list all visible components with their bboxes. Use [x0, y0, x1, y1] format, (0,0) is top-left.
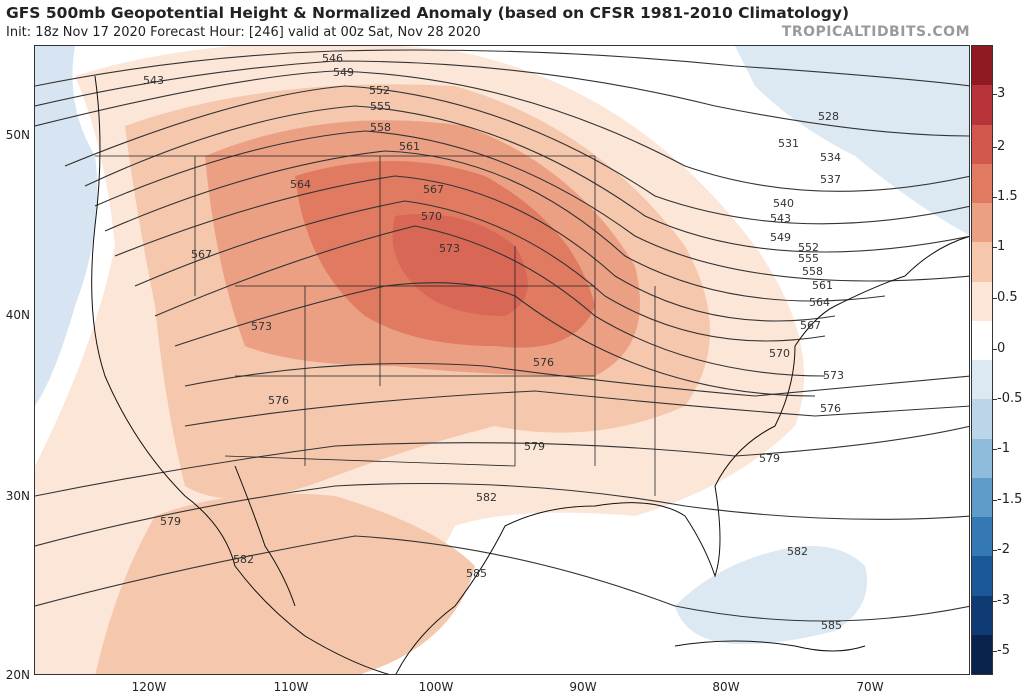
lat-label-20n: 20N: [5, 668, 30, 682]
colorbar-label: -1: [997, 441, 1010, 456]
colorbar-segment: [972, 517, 992, 557]
anomaly-negative-caribbean: [675, 546, 867, 645]
colorbar-label: 3: [997, 86, 1006, 101]
colorbar-segment: [972, 85, 992, 125]
colorbar: [971, 45, 993, 675]
lat-label-40n: 40N: [5, 308, 30, 322]
lon-label-100w: 100W: [418, 680, 454, 694]
colorbar-label: 0: [997, 341, 1006, 356]
colorbar-segment: [972, 360, 992, 400]
colorbar-segment: [972, 46, 992, 86]
anomaly-map: [35, 46, 969, 674]
colorbar-segment: [972, 595, 992, 635]
colorbar-label: -2: [997, 542, 1010, 557]
colorbar-label: -5: [997, 643, 1010, 658]
credit-watermark: TROPICALTIDBITS.COM: [781, 24, 970, 40]
lat-label-50n: 50N: [5, 128, 30, 142]
map-panel: [34, 45, 970, 675]
anomaly-negative-northeast: [735, 46, 969, 235]
colorbar-segment: [972, 438, 992, 478]
lat-label-30n: 30N: [5, 489, 30, 503]
colorbar-segment: [972, 634, 992, 674]
anomaly-negative-west: [35, 46, 98, 406]
colorbar-label: 1: [997, 239, 1006, 254]
map-title: GFS 500mb Geopotential Height & Normaliz…: [6, 4, 850, 22]
colorbar-label: -0.5: [997, 391, 1023, 406]
coastlines: [91, 75, 969, 674]
colorbar-segment: [972, 124, 992, 164]
lon-label-110w: 110W: [273, 680, 309, 694]
colorbar-label: 1.5: [997, 189, 1018, 204]
colorbar-segment: [972, 477, 992, 517]
lon-label-70w: 70W: [856, 680, 884, 694]
colorbar-label: 0.5: [997, 290, 1018, 305]
colorbar-label: 2: [997, 139, 1006, 154]
lon-label-90w: 90W: [569, 680, 597, 694]
colorbar-label: -3: [997, 593, 1010, 608]
colorbar-segment: [972, 163, 992, 203]
colorbar-segment: [972, 242, 992, 282]
lon-label-120w: 120W: [131, 680, 167, 694]
colorbar-segment: [972, 203, 992, 243]
colorbar-segment: [972, 281, 992, 321]
map-subtitle: Init: 18z Nov 17 2020 Forecast Hour: [24…: [6, 25, 481, 40]
anomaly-25: [392, 214, 528, 316]
colorbar-segment: [972, 320, 992, 360]
state-borders: [95, 155, 656, 496]
colorbar-segment: [972, 399, 992, 439]
lon-label-80w: 80W: [712, 680, 740, 694]
height-contours: [35, 49, 969, 622]
colorbar-label: -1.5: [997, 492, 1023, 507]
colorbar-segment: [972, 556, 992, 596]
anomaly-mexico: [95, 493, 475, 674]
